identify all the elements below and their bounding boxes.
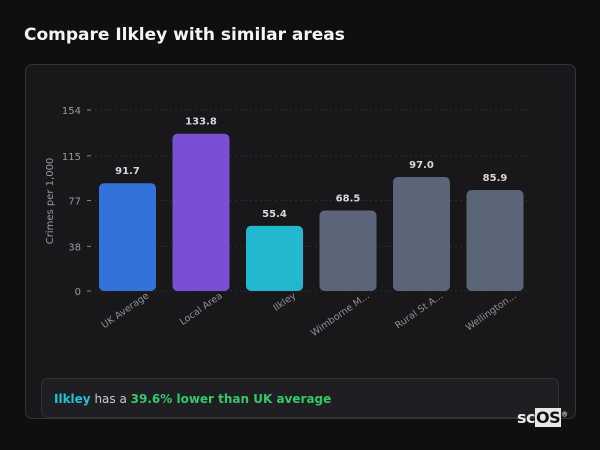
data-label: 97.0 <box>409 160 434 171</box>
data-label: 91.7 <box>115 166 140 177</box>
y-tick-label: 38 <box>68 242 81 253</box>
x-tick-label: UK Average <box>100 290 152 331</box>
y-axis-label: Crimes per 1,000 <box>45 158 56 245</box>
comparison-callout: Ilkley has a 39.6% lower than UK average <box>41 378 559 418</box>
y-tick-label: 0 <box>75 287 81 298</box>
data-label: 68.5 <box>336 193 361 204</box>
x-tick-label: Local Area <box>178 290 225 327</box>
x-tick-label: Wimborne M... <box>309 290 372 338</box>
y-tick-label: 154 <box>62 106 81 117</box>
callout-place: Ilkley <box>54 392 91 406</box>
data-label: 85.9 <box>483 173 508 184</box>
scos-logo: scOS® <box>517 408 568 427</box>
callout-text: has a <box>90 392 131 406</box>
x-tick-label: Ilkley <box>271 290 298 314</box>
y-tick-label: 77 <box>68 197 81 208</box>
bar-wimborne-m-[interactable] <box>319 210 377 291</box>
x-tick-label: Rural St A... <box>393 290 445 331</box>
data-label: 133.8 <box>185 117 217 128</box>
bar-wellington-[interactable] <box>466 190 524 291</box>
y-tick-label: 115 <box>62 152 81 163</box>
data-label: 55.4 <box>262 209 287 220</box>
bar-local-area[interactable] <box>172 133 230 291</box>
x-tick-label: Wellington... <box>464 290 519 333</box>
bar-ilkley[interactable] <box>246 225 303 291</box>
bar-uk-average[interactable] <box>99 183 156 291</box>
page-title: Compare Ilkley with similar areas <box>24 25 345 45</box>
callout-highlight: 39.6% lower than UK average <box>130 392 332 406</box>
bar-rural-st-a-[interactable] <box>393 176 450 291</box>
